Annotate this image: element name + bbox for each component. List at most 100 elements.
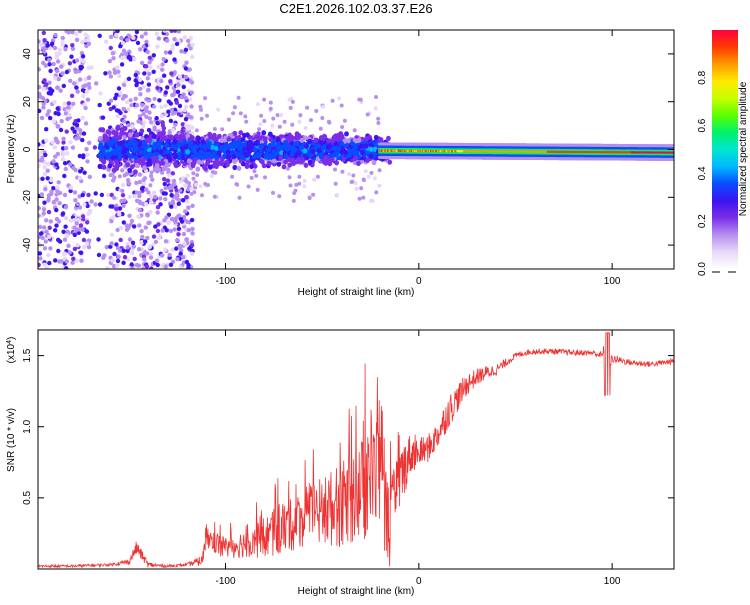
spectrogram-cell	[168, 79, 173, 84]
spectrogram-cell	[190, 42, 195, 48]
spectrogram-cell	[303, 126, 308, 130]
spectrogram-cell	[151, 133, 157, 139]
spectrogram-cell	[147, 244, 152, 250]
spectrogram-cell	[64, 266, 69, 269]
spectrogram-cell	[136, 263, 142, 268]
spectrogram-cell	[262, 97, 267, 102]
spectrogram-cell	[38, 48, 41, 54]
spectrogram-cell	[119, 62, 125, 67]
spectrogram-cell	[51, 119, 57, 124]
spectrogram-cell	[295, 134, 301, 140]
spectrogram-cell	[134, 30, 140, 35]
spectrogram-cell	[65, 151, 70, 156]
spectrogram-cell	[174, 133, 180, 139]
spectrogram-cell	[47, 57, 52, 63]
spectrogram-cell	[47, 225, 52, 230]
spectrogram-cell	[252, 147, 258, 153]
spectrogram-cell	[106, 151, 112, 157]
spectrogram-cell	[45, 112, 50, 117]
spectrogram-cell	[82, 170, 87, 175]
spectrogram-cell	[200, 139, 206, 145]
spectrogram-cell	[186, 126, 191, 131]
spectrogram-cell	[139, 34, 145, 39]
spectrogram-cell	[297, 174, 302, 179]
spectrogram-cell	[133, 78, 138, 83]
spectrogram-cell	[255, 187, 260, 192]
spectrogram-cell	[41, 225, 47, 230]
spectrogram-cell	[183, 66, 189, 71]
spectrogram-cell	[131, 138, 137, 144]
spectrogram-cell	[48, 115, 53, 121]
spectrogram-heatmap	[38, 30, 674, 269]
spectrogram-cell	[87, 174, 93, 180]
spectrogram-cell	[344, 131, 349, 137]
spectrogram-cell	[145, 251, 150, 256]
spectrogram-cell	[77, 153, 83, 159]
spectrogram-cell	[177, 103, 183, 109]
spectrogram-cell	[147, 116, 153, 121]
spectrogram-cell	[180, 122, 185, 127]
spectrogram-cell	[169, 71, 174, 76]
spectrogram-cell	[203, 152, 209, 158]
spectrogram-cell	[154, 162, 160, 168]
spectrogram-cell	[42, 171, 48, 177]
spectrogram-cell	[184, 104, 189, 109]
spectrogram-cell	[68, 78, 73, 84]
spectrogram-cell	[165, 178, 171, 183]
spectrogram-cell	[162, 73, 167, 78]
spectrogram-cell	[179, 95, 184, 99]
spectrogram-cell	[78, 223, 84, 228]
spectrogram-cell	[234, 135, 239, 141]
spectrogram-cell	[137, 179, 142, 185]
spectrogram-cell	[130, 124, 135, 129]
spectrogram-cell	[214, 136, 219, 143]
spectrogram-cell	[169, 30, 174, 33]
spectrogram-cell	[137, 223, 142, 228]
spectrogram-cell	[177, 243, 182, 249]
spectrogram-cell	[203, 96, 208, 101]
spectrogram-cell	[45, 168, 50, 173]
spectrogram-cell	[182, 107, 187, 113]
spectrogram-cell	[38, 163, 41, 168]
spectrogram-cell	[283, 139, 288, 146]
spectrogram-cell	[189, 115, 194, 120]
spectrogram-cell	[114, 242, 119, 247]
spectrogram-cell	[359, 143, 364, 149]
spectrogram-cell	[178, 108, 182, 113]
spectrogram-cell	[66, 243, 71, 248]
spectrogram-cell	[143, 151, 148, 157]
spectrogram-cell	[137, 77, 143, 83]
spectrogram-cell	[373, 106, 378, 111]
spectrogram-cell	[173, 204, 178, 209]
spectrogram-cell	[82, 202, 87, 207]
spectrogram-cell	[38, 251, 43, 256]
spectrogram-cell	[339, 140, 344, 147]
spectrogram-cell	[74, 258, 79, 263]
spectrogram-cell	[178, 217, 184, 222]
spectrogram-cell	[68, 188, 73, 194]
spectrogram-cell	[167, 50, 173, 55]
spectrogram-cell	[81, 237, 87, 243]
spectrogram-cell	[54, 138, 59, 143]
spectrogram-cell	[358, 97, 363, 102]
spectrogram-cell	[48, 86, 53, 92]
spectrogram-cell	[181, 198, 186, 203]
spectrogram-cell	[340, 169, 345, 174]
spectrogram-cell	[337, 96, 341, 101]
spectrogram-cell	[38, 150, 43, 155]
spectrogram-cell	[148, 183, 153, 188]
spectrogram-cell	[143, 31, 148, 36]
spectrogram-cell	[115, 65, 120, 70]
spectrogram-cell	[120, 96, 125, 101]
spectrogram-cell	[53, 154, 58, 159]
spectrogram-cell	[57, 190, 63, 196]
spectrogram-cell	[189, 191, 194, 196]
spectrogram-cell	[347, 152, 352, 158]
spectrogram-cell	[366, 174, 371, 179]
spectrogram-cell	[145, 213, 150, 218]
spectrogram-cell	[131, 35, 136, 40]
spectrogram-cell	[182, 139, 188, 145]
spectrogram-cell	[155, 44, 160, 49]
spectrogram-cell	[174, 188, 179, 192]
